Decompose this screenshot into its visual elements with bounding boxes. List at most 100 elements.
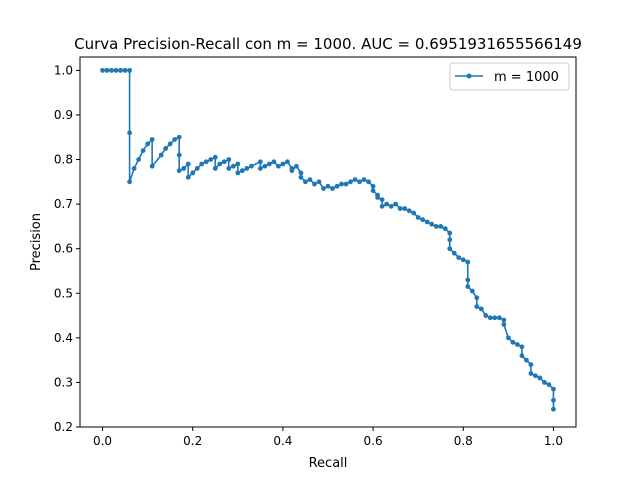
series-point (442, 226, 448, 232)
series-point (433, 224, 439, 229)
series-point (370, 183, 376, 189)
series-point (438, 224, 444, 229)
series-point (478, 306, 484, 312)
series-point (357, 179, 362, 185)
series-point (104, 67, 110, 73)
series-point (109, 67, 114, 73)
series-point (226, 166, 232, 171)
y-axis-ticks: 0.2 0.3 0.4 0.5 0.6 0.7 0.8 0.9 1.0 (54, 63, 80, 434)
series-point (384, 201, 390, 207)
series-point (176, 152, 182, 158)
series-point (100, 67, 105, 73)
series-point (551, 406, 556, 412)
series-point (127, 179, 132, 185)
series-point (208, 157, 214, 162)
y-tick-label: 0.2 (54, 420, 73, 434)
series-point (343, 181, 349, 187)
series-point (379, 197, 385, 203)
series-point (339, 181, 344, 187)
series-point (528, 371, 534, 376)
plot-area (100, 67, 556, 412)
series-point (474, 304, 480, 310)
series-point (298, 170, 304, 176)
series-point (542, 380, 547, 385)
series-point (185, 161, 191, 167)
series-point (167, 141, 173, 147)
series-point (524, 357, 529, 363)
series-point (199, 161, 205, 167)
series-point (483, 313, 489, 318)
series-point (330, 186, 335, 191)
y-tick-label: 0.7 (54, 197, 73, 211)
x-tick-label: 0.6 (364, 434, 383, 448)
series-point (185, 174, 191, 180)
series-point (496, 315, 502, 321)
series-point (460, 257, 466, 263)
series-point (334, 183, 340, 189)
series-point (465, 277, 471, 283)
series-point (176, 168, 182, 174)
series-point (415, 215, 421, 220)
legend-marker-swatch (466, 73, 472, 79)
series-point (519, 353, 525, 359)
series-point (424, 219, 430, 225)
series-point (519, 344, 525, 350)
x-axis-ticks: 0.0 0.2 0.4 0.6 0.8 1.0 (93, 427, 563, 448)
series-point (131, 166, 137, 171)
series-point (420, 217, 426, 223)
series-point (244, 166, 250, 171)
series-point (149, 163, 155, 169)
series-point (388, 203, 394, 209)
series-point (303, 179, 308, 185)
series-point (361, 177, 367, 182)
series-point (194, 166, 200, 171)
series-point (176, 134, 182, 140)
series-point (456, 255, 462, 260)
series-point (221, 159, 227, 165)
series-point (487, 315, 493, 321)
series-point (212, 166, 218, 171)
series-point (118, 67, 123, 73)
y-tick-label: 0.4 (54, 331, 73, 345)
series-point (280, 161, 286, 167)
series-point (465, 284, 471, 289)
series-point (190, 170, 196, 176)
y-tick-label: 0.3 (54, 375, 73, 389)
series-point (514, 342, 520, 347)
series-point (235, 161, 241, 167)
series-point (122, 67, 128, 73)
series-point (113, 67, 119, 73)
series-point (298, 174, 304, 180)
y-tick-label: 1.0 (54, 63, 73, 77)
series-point (429, 221, 435, 227)
series-point (235, 170, 241, 176)
series-point (406, 208, 412, 214)
series-point (551, 386, 556, 392)
series-point (352, 177, 358, 182)
series-point (289, 168, 295, 174)
series-point (248, 163, 254, 169)
legend: m = 1000 (449, 62, 570, 91)
series-point (501, 322, 507, 327)
legend-box (449, 62, 570, 91)
series-point (474, 295, 480, 301)
x-tick-label: 0.8 (454, 434, 473, 448)
series-point (533, 373, 538, 379)
series-point (501, 317, 507, 323)
series-point (366, 179, 371, 185)
series-line (102, 69, 555, 410)
series-point (393, 201, 399, 207)
series-point (149, 137, 155, 142)
series-point (226, 157, 232, 162)
legend-label: m = 1000 (494, 70, 559, 85)
series-point (375, 195, 380, 200)
y-tick-label: 0.6 (54, 242, 73, 256)
series-point (262, 163, 268, 169)
series-point (172, 137, 178, 142)
series-point (285, 159, 290, 165)
series-point (469, 288, 475, 294)
series-point (379, 203, 385, 209)
x-tick-label: 0.0 (93, 434, 112, 448)
chart-title: Curva Precision-Recall con m = 1000. AUC… (74, 35, 582, 53)
